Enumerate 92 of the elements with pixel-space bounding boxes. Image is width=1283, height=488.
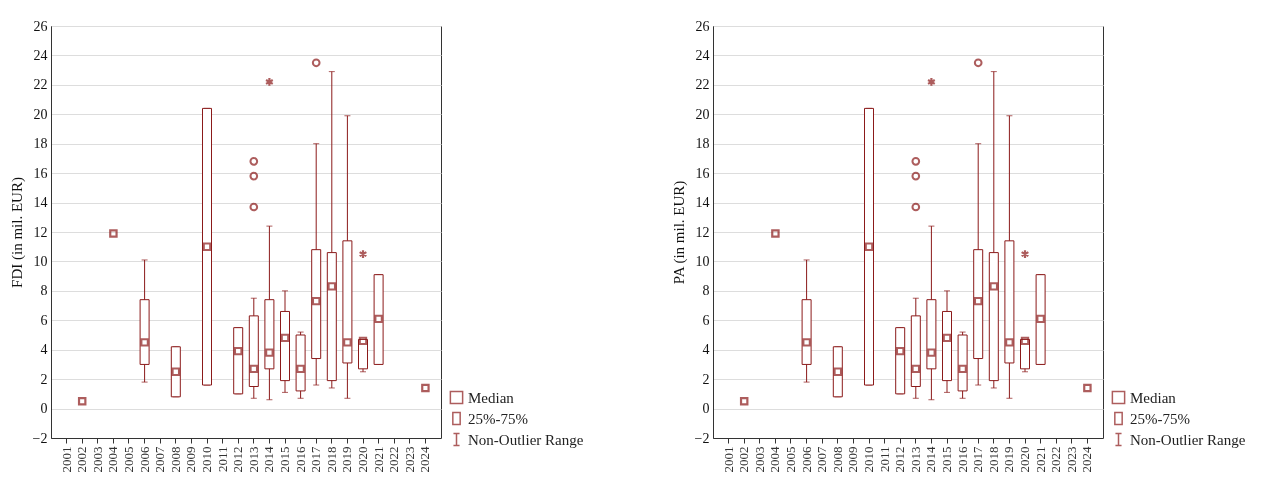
x-tick-label: 2007 bbox=[814, 446, 830, 473]
point bbox=[771, 229, 780, 238]
point bbox=[1083, 383, 1092, 393]
text: Non-Outlier Range bbox=[468, 431, 584, 448]
x-tick-label: 2023 bbox=[401, 446, 417, 473]
x-tick-label: 2021 bbox=[1032, 446, 1048, 473]
y-tick-label: 8 bbox=[40, 283, 48, 299]
x-tick-label: 2004 bbox=[767, 446, 783, 473]
text: 25%-75% bbox=[468, 410, 528, 427]
y-tick-label: 24 bbox=[695, 47, 710, 63]
x-tick-label: 2005 bbox=[783, 446, 798, 473]
x-tick-label: 2002 bbox=[736, 446, 752, 473]
y-tick-label: 16 bbox=[33, 165, 48, 181]
x-tick-label: 2023 bbox=[1063, 446, 1079, 473]
x-tick-label: 2019 bbox=[339, 446, 355, 473]
x-tick-label: 2020 bbox=[1017, 446, 1032, 473]
text: Non-Outlier Range bbox=[1130, 431, 1246, 448]
y-tick-label: 12 bbox=[33, 224, 48, 240]
x-tick-label: 2012 bbox=[892, 446, 908, 473]
y-tick-label: 20 bbox=[33, 106, 48, 122]
x-tick-label: 2002 bbox=[74, 446, 90, 473]
y-tick-label: 22 bbox=[33, 77, 48, 93]
y-tick-label: 26 bbox=[33, 18, 48, 34]
x-tick-label: 2018 bbox=[985, 446, 1001, 473]
x-tick-label: 2008 bbox=[167, 446, 183, 473]
point bbox=[77, 396, 87, 406]
y-tick-label: 22 bbox=[695, 77, 710, 93]
y-tick-label: −2 bbox=[32, 430, 48, 446]
x-tick-label: 2020 bbox=[355, 446, 370, 473]
x-tick-label: 2008 bbox=[829, 446, 845, 473]
x-tick-label: 2012 bbox=[230, 446, 246, 473]
x-tick-label: 2011 bbox=[876, 446, 892, 473]
x-tick-label: 2019 bbox=[1001, 446, 1017, 473]
x-tick-label: 2013 bbox=[907, 446, 923, 473]
x-tick-label: 2018 bbox=[323, 446, 339, 473]
x-tick-label: 2001 bbox=[720, 446, 736, 473]
y-tick-label: 6 bbox=[40, 312, 48, 328]
x-tick-label: 2014 bbox=[261, 446, 277, 473]
y-tick-label: 12 bbox=[695, 224, 710, 240]
x-tick-label: 2022 bbox=[1048, 446, 1064, 473]
y-tick-label: 16 bbox=[695, 165, 710, 181]
x-tick-label: 2024 bbox=[1079, 446, 1095, 473]
y-tick-label: 26 bbox=[695, 18, 710, 34]
point bbox=[739, 396, 749, 406]
y-tick-label: 10 bbox=[33, 253, 48, 269]
x-tick-label: 2004 bbox=[105, 446, 121, 473]
y-tick-label: 14 bbox=[33, 195, 48, 211]
point bbox=[421, 383, 430, 393]
y-tick-label: 2 bbox=[40, 371, 48, 387]
x-tick-label: 2015 bbox=[939, 446, 954, 473]
x-tick-label: 2013 bbox=[245, 446, 261, 473]
y-tick-label: 6 bbox=[702, 312, 710, 328]
text: Median bbox=[1130, 389, 1177, 406]
y-axis-title: FDI (in mil. EUR) bbox=[8, 177, 26, 288]
point bbox=[109, 229, 118, 238]
x-tick-label: 2006 bbox=[136, 446, 152, 473]
x-tick-label: 2006 bbox=[798, 446, 814, 473]
y-tick-label: 18 bbox=[33, 136, 48, 152]
x-tick-label: 2010 bbox=[199, 446, 214, 473]
y-tick-label: 0 bbox=[40, 401, 48, 417]
x-tick-label: 2003 bbox=[89, 446, 105, 473]
y-axis-title: PA (in mil. EUR) bbox=[670, 180, 688, 285]
y-tick-label: 8 bbox=[702, 283, 710, 299]
text: 25%-75% bbox=[1130, 410, 1190, 427]
y-tick-label: 24 bbox=[33, 47, 48, 63]
y-tick-label: 0 bbox=[702, 401, 710, 417]
x-tick-label: 2005 bbox=[121, 446, 136, 473]
x-tick-label: 2016 bbox=[292, 446, 308, 473]
x-tick-label: 2003 bbox=[751, 446, 767, 473]
y-tick-label: 4 bbox=[40, 342, 48, 358]
text: Median bbox=[468, 389, 515, 406]
y-tick-label: 4 bbox=[702, 342, 710, 358]
x-tick-label: 2022 bbox=[386, 446, 402, 473]
x-tick-label: 2007 bbox=[152, 446, 168, 473]
y-tick-label: 18 bbox=[695, 136, 710, 152]
x-tick-label: 2001 bbox=[58, 446, 74, 473]
x-tick-label: 2015 bbox=[277, 446, 292, 473]
x-tick-label: 2011 bbox=[214, 446, 230, 473]
y-tick-label: 2 bbox=[702, 371, 710, 387]
x-tick-label: 2010 bbox=[861, 446, 876, 473]
x-tick-label: 2017 bbox=[308, 446, 324, 473]
x-tick-label: 2017 bbox=[970, 446, 986, 473]
x-tick-label: 2014 bbox=[923, 446, 939, 473]
y-tick-label: −2 bbox=[694, 430, 710, 446]
x-tick-label: 2009 bbox=[183, 446, 199, 473]
x-tick-label: 2016 bbox=[954, 446, 970, 473]
x-tick-label: 2009 bbox=[845, 446, 861, 473]
y-tick-label: 10 bbox=[695, 253, 710, 269]
x-tick-label: 2021 bbox=[370, 446, 386, 473]
y-tick-label: 14 bbox=[695, 195, 710, 211]
y-tick-label: 20 bbox=[695, 106, 710, 122]
x-tick-label: 2024 bbox=[417, 446, 433, 473]
